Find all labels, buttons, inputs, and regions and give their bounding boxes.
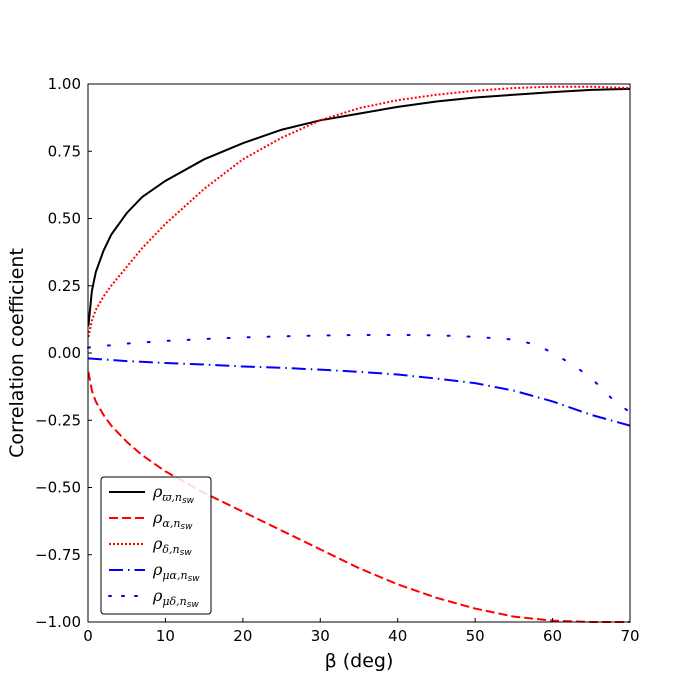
x-tick-label: 10: [156, 627, 175, 645]
x-axis-label: β (deg): [325, 650, 394, 672]
series-line-0: [87, 87, 631, 327]
y-tick-label: 0.75: [48, 142, 81, 160]
plot-lines: [87, 85, 631, 623]
x-tick-label: 40: [388, 627, 407, 645]
legend-box: [100, 476, 212, 615]
y-tick-label: 1.00: [48, 75, 81, 93]
x-tick-label: 20: [233, 627, 252, 645]
y-tick-label: −0.50: [35, 479, 81, 497]
x-axis-ticks: 0 10 20 30 40 50 60 70: [83, 618, 640, 645]
y-tick-label: 0.25: [48, 277, 81, 295]
y-tick-label: −0.25: [35, 411, 81, 429]
y-tick-label: 0.50: [48, 210, 81, 228]
y-tick-label: 0.00: [48, 344, 81, 362]
x-tick-label: 60: [543, 627, 562, 645]
x-tick-label: 0: [83, 627, 93, 645]
y-tick-label: −0.75: [35, 546, 81, 564]
x-tick-label: 30: [311, 627, 330, 645]
y-tick-label: −1.00: [35, 613, 81, 631]
series-line-2: [87, 85, 631, 338]
series-line-3: [87, 357, 631, 427]
y-axis-label: Correlation coefficient: [6, 248, 28, 458]
x-tick-label: 50: [466, 627, 485, 645]
series-line-4: [87, 333, 631, 414]
series-line-1: [87, 371, 630, 623]
x-tick-label: 70: [620, 627, 639, 645]
y-axis-ticks: 1.00 0.75 0.50 0.25 0.00 −0.25 −0.50 −0.75 −1.00: [35, 75, 92, 631]
